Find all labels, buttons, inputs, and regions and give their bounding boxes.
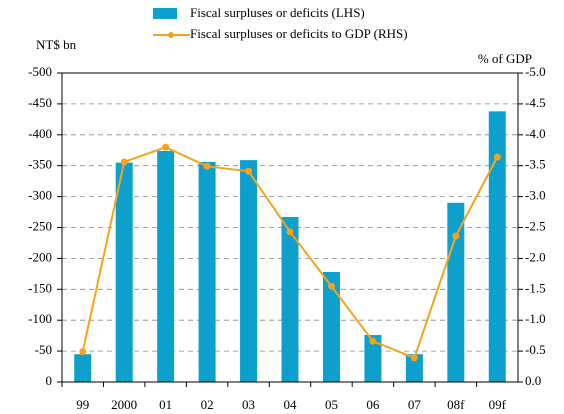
line-point <box>120 158 128 166</box>
x-tick-label: 05 <box>325 397 338 412</box>
x-tick-label: 02 <box>201 397 214 412</box>
y-axis-label: NT$ bn <box>36 37 77 52</box>
y2-tick-label: -3.5 <box>525 157 546 172</box>
bar <box>240 160 258 382</box>
y-tick-label: -100 <box>28 311 52 326</box>
plot-frame <box>61 72 519 383</box>
y2-tick-label: -5.0 <box>525 64 546 79</box>
bar <box>405 354 423 382</box>
y-tick-label: -450 <box>28 95 52 110</box>
line-point <box>327 282 335 290</box>
bar <box>488 111 506 382</box>
x-tick-label: 01 <box>159 397 172 412</box>
y-tick-label: -300 <box>28 188 52 203</box>
y2-tick-label: 0.0 <box>525 373 541 388</box>
y2-tick-label: -1.5 <box>525 280 546 295</box>
legend-swatch-dot <box>168 32 174 38</box>
bar <box>447 202 465 382</box>
line-point <box>410 354 418 362</box>
y-tick-label: -50 <box>35 342 52 357</box>
bar <box>198 161 216 382</box>
legend-entry: Fiscal surpluses or deficits to GDP (RHS… <box>190 26 408 41</box>
bar <box>74 354 92 382</box>
x-tick-label: 09f <box>489 397 507 412</box>
y-tick-label: -150 <box>28 280 52 295</box>
bar <box>281 216 299 382</box>
x-tick-label: 04 <box>284 397 298 412</box>
bar <box>157 150 175 382</box>
line-point <box>286 228 294 236</box>
line-point <box>369 337 377 345</box>
y2-tick-label: -2.0 <box>525 249 546 264</box>
x-tick-label: 07 <box>408 397 422 412</box>
x-tick-label: 2000 <box>111 397 137 412</box>
line-point <box>493 153 501 161</box>
y-tick-label: -350 <box>28 157 52 172</box>
y2-tick-label: -3.0 <box>525 188 546 203</box>
y2-axis-label: % of GDP <box>478 51 532 66</box>
y2-tick-label: -1.0 <box>525 311 546 326</box>
y2-tick-label: -0.5 <box>525 342 546 357</box>
x-tick-label: 99 <box>76 397 89 412</box>
x-tick-label: 08f <box>447 397 465 412</box>
line-point <box>162 143 170 151</box>
y-tick-label: -200 <box>28 249 52 264</box>
legend-entry: Fiscal surpluses or deficits (LHS) <box>190 5 365 20</box>
y2-tick-label: -4.0 <box>525 126 546 141</box>
x-tick-label: 03 <box>242 397 255 412</box>
y-tick-label: 0 <box>46 373 53 388</box>
line-point <box>79 348 87 356</box>
legend-swatch-bar <box>153 8 177 19</box>
x-tick-label: 06 <box>366 397 380 412</box>
y2-tick-label: -4.5 <box>525 95 546 110</box>
y-tick-label: -500 <box>28 64 52 79</box>
line-point <box>452 232 460 240</box>
y2-tick-label: -2.5 <box>525 218 546 233</box>
line-point <box>245 167 253 175</box>
bar <box>115 162 133 382</box>
bar <box>322 271 340 382</box>
bar <box>364 335 382 382</box>
y-tick-label: -250 <box>28 218 52 233</box>
line-point <box>203 162 211 170</box>
y-tick-label: -400 <box>28 126 52 141</box>
